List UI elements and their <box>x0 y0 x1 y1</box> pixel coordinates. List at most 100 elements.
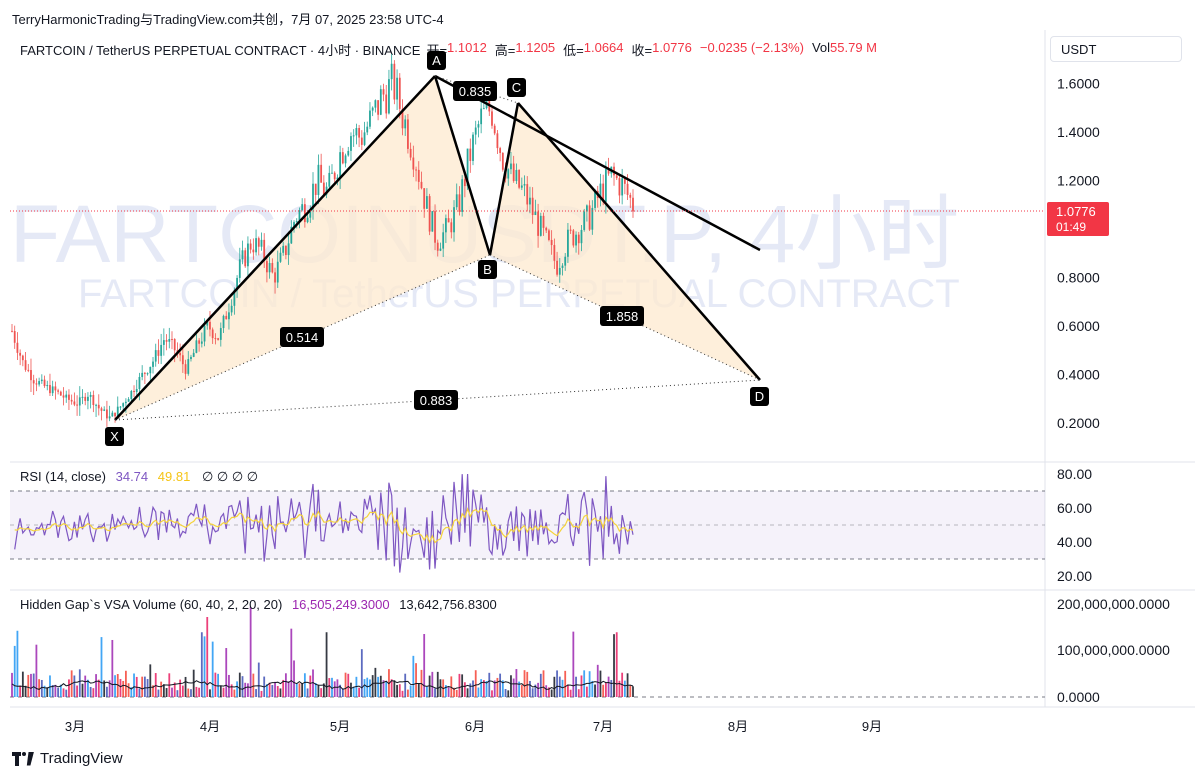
candle-body <box>496 133 499 149</box>
volume-bar <box>233 689 236 697</box>
candle-body <box>154 350 157 362</box>
time-tick-label: 5月 <box>330 719 350 734</box>
candle-body <box>11 330 13 332</box>
volume-bar <box>306 688 309 697</box>
volume-bar <box>523 670 526 697</box>
candle-body <box>244 250 247 267</box>
candle-body <box>537 211 539 236</box>
volume-bar <box>417 683 420 697</box>
price-tick-label: 0.6000 <box>1057 318 1100 334</box>
volume-bar <box>89 686 92 697</box>
last-price-value: 1.0776 <box>1056 204 1096 219</box>
candle-body <box>247 243 249 267</box>
volume-bar <box>426 686 428 697</box>
volume-bar <box>30 673 32 697</box>
volume-bar <box>108 680 111 697</box>
candle-body <box>347 150 350 156</box>
candle-body <box>257 238 260 247</box>
rsi-legend[interactable]: RSI (14, close) 34.74 49.81 ∅ ∅ ∅ ∅ <box>20 469 258 485</box>
candle-body <box>561 265 564 268</box>
candle-body <box>89 394 92 397</box>
candle-body <box>32 380 35 384</box>
volume-bar <box>539 673 542 697</box>
candle-body <box>450 222 453 233</box>
footer-brand-text: TradingView <box>40 750 123 767</box>
volume-bar <box>114 675 116 697</box>
candle-body <box>556 260 558 275</box>
rsi-ma-line <box>14 507 634 544</box>
candle-body <box>84 396 87 401</box>
volume-bar <box>629 685 632 697</box>
pattern-triangle-xab <box>115 76 490 420</box>
volume-label: Hidden Gap`s VSA Volume (60, 40, 2, 20, … <box>20 597 283 612</box>
volume-bar <box>499 673 502 697</box>
volume-bar <box>124 670 127 697</box>
candle-body <box>114 412 116 417</box>
trend-line <box>434 74 761 252</box>
volume-bar <box>542 670 545 697</box>
volume-bar <box>187 688 190 697</box>
time-axis[interactable]: 3月 4月 5月 6月 7月 8月 9月 <box>65 719 882 734</box>
volume-bar <box>203 636 206 697</box>
volume-bar <box>428 675 431 697</box>
price-tick-label: 0.2000 <box>1057 415 1100 431</box>
volume-legend[interactable]: Hidden Gap`s VSA Volume (60, 40, 2, 20, … <box>20 597 497 612</box>
volume-bar <box>219 686 222 697</box>
tradingview-logo-icon <box>12 751 34 766</box>
candle-body <box>276 261 279 283</box>
volume-bar <box>284 673 287 697</box>
volume-bar <box>385 681 388 697</box>
volume-bar <box>447 687 450 697</box>
candle-body <box>290 226 293 244</box>
candle-body <box>19 352 22 356</box>
volume-bar <box>314 682 317 697</box>
candle-body <box>59 391 62 396</box>
candle-body <box>255 238 257 253</box>
candle-body <box>599 183 602 199</box>
volume-bar <box>279 688 282 697</box>
candle-body <box>569 229 572 231</box>
candle-body <box>219 328 222 340</box>
ratio-labels: 0.514 0.835 1.858 0.883 <box>280 81 644 410</box>
candle-body <box>206 321 209 326</box>
candle-body <box>306 217 309 223</box>
volume-bar <box>350 682 352 697</box>
volume-bar <box>149 664 152 697</box>
volume-bar <box>222 687 225 697</box>
volume-bar <box>238 672 241 697</box>
volume-bar <box>580 675 583 697</box>
candle-body <box>564 256 567 266</box>
footer-brand[interactable]: TradingView <box>12 750 123 767</box>
candle-body <box>143 372 146 374</box>
candle-body <box>363 132 366 145</box>
candle-body <box>594 190 596 208</box>
volume-bar <box>309 675 312 697</box>
ratio-bd: 1.858 <box>606 309 639 324</box>
candle-body <box>222 315 225 329</box>
harmonic-pattern <box>115 76 760 420</box>
candle-body <box>111 412 114 417</box>
currency-button[interactable]: USDT <box>1050 36 1182 62</box>
candle-body <box>217 338 219 340</box>
candle-body <box>230 305 233 313</box>
candle-body <box>51 386 54 394</box>
volume-bar <box>450 676 453 697</box>
volume-bar <box>320 688 323 697</box>
rsi-value-2: 49.81 <box>157 469 191 484</box>
volume-bar <box>228 674 230 697</box>
rsi-label: RSI (14, close) <box>20 469 106 484</box>
candle-body <box>520 185 523 188</box>
candle-body <box>542 215 545 228</box>
candle-body <box>162 340 165 345</box>
volume-bar <box>119 678 122 697</box>
candle-body <box>81 396 84 398</box>
point-b-label: B <box>483 262 492 277</box>
volume-bar <box>40 679 43 697</box>
candle-body <box>344 155 347 164</box>
volume-bar <box>520 685 523 697</box>
volume-bar <box>103 680 106 697</box>
ohlc-low-value: 1.0664 <box>583 40 624 55</box>
price-axis[interactable]: 1.6000 1.4000 1.2000 0.8000 0.6000 0.4000 0.20… <box>1057 76 1100 432</box>
symbol-title[interactable]: FARTCOIN / TetherUS PERPETUAL CONTRACT ·… <box>20 43 421 58</box>
